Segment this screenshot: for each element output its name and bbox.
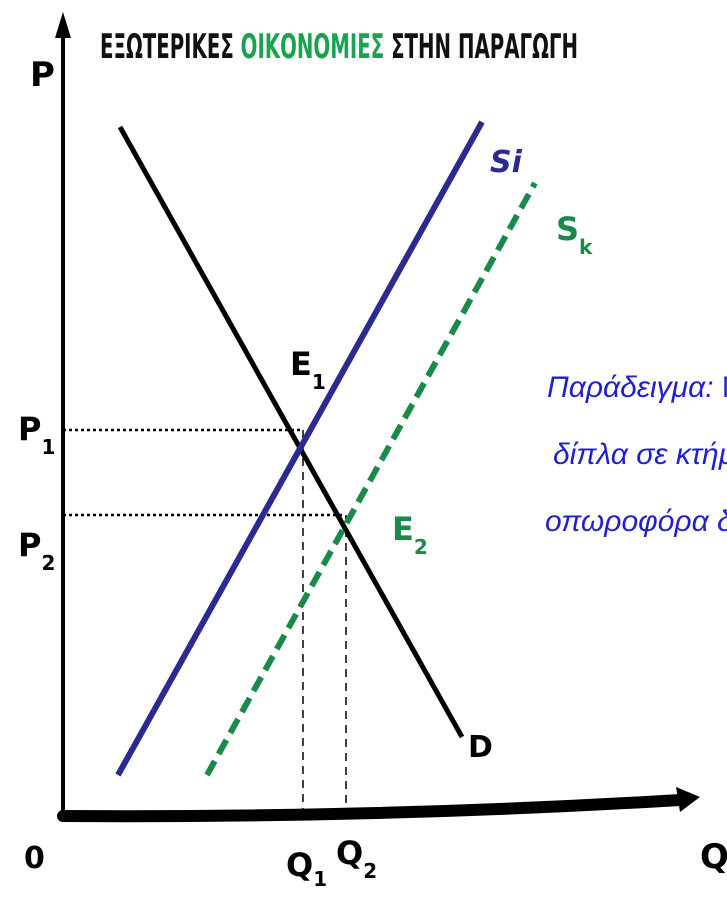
y-axis-arrowhead xyxy=(55,12,71,38)
e1-label: E1 xyxy=(290,345,326,394)
q1-label: Q1 xyxy=(286,846,327,891)
x-axis-arrowhead xyxy=(676,787,700,812)
diagram-title: ΕΞΩΤΕΡΙΚΕΣ ΟΙΚΟΝΟΜΙΕΣ ΣΤΗΝ ΠΑΡΑΓΩΓΗ xyxy=(100,27,578,67)
si-curve-label: Si xyxy=(490,145,523,180)
example-line-3: οπωροφόρα δέντρα xyxy=(545,505,727,538)
example-text: Παράδειγμα: Μελισ δίπλα σε κτήμα με οπωρ… xyxy=(545,371,727,538)
p2-sub: 2 xyxy=(41,551,55,575)
e2-main: E xyxy=(392,510,414,548)
p1-sub: 1 xyxy=(41,435,55,459)
q2-label: Q2 xyxy=(336,834,377,883)
p2-label: P2 xyxy=(18,526,55,575)
q2-main: Q xyxy=(336,834,363,872)
example-line-1-italic: Παράδειγμα: xyxy=(547,371,714,404)
sk-label-main: S xyxy=(556,210,579,248)
e1-main: E xyxy=(290,345,312,383)
demand-curve-label: D xyxy=(468,730,493,765)
title-part-1: ΕΞΩΤΕΡΙΚΕΣ xyxy=(100,27,241,67)
p2-main: P xyxy=(18,526,41,564)
origin-label: 0 xyxy=(24,841,45,876)
example-line-1: Παράδειγμα: Μελισ xyxy=(547,371,727,404)
e2-label: E2 xyxy=(392,510,428,559)
e2-sub: 2 xyxy=(414,535,428,559)
guide-lines xyxy=(63,428,347,812)
q1-main: Q xyxy=(286,846,313,884)
private-supply-curve xyxy=(115,120,485,777)
title-part-2: ΟΙΚΟΝΟΜΙΕΣ xyxy=(241,27,385,67)
demand-curve xyxy=(117,125,465,739)
y-axis xyxy=(55,12,71,812)
example-line-1-rest: Μελισ xyxy=(714,371,727,404)
example-line-2: δίπλα σε κτήμα με xyxy=(553,438,727,471)
x-axis xyxy=(57,787,700,823)
p1-main: P xyxy=(18,410,41,448)
q2-sub: 2 xyxy=(363,859,377,883)
e1-sub: 1 xyxy=(312,370,326,394)
y-axis-label: P xyxy=(30,55,55,95)
title-part-3: ΣΤΗΝ ΠΑΡΑΓΩΓΗ xyxy=(384,27,578,67)
sk-curve-label: Sk xyxy=(556,210,593,259)
sk-label-sub: k xyxy=(579,235,593,259)
social-supply-curve xyxy=(204,181,538,777)
q1-sub: 1 xyxy=(313,867,327,891)
p1-label: P1 xyxy=(18,410,55,459)
x-axis-label: Q xyxy=(700,837,727,877)
